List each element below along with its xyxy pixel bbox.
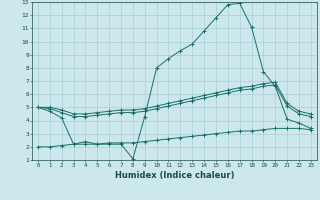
X-axis label: Humidex (Indice chaleur): Humidex (Indice chaleur) [115,171,234,180]
